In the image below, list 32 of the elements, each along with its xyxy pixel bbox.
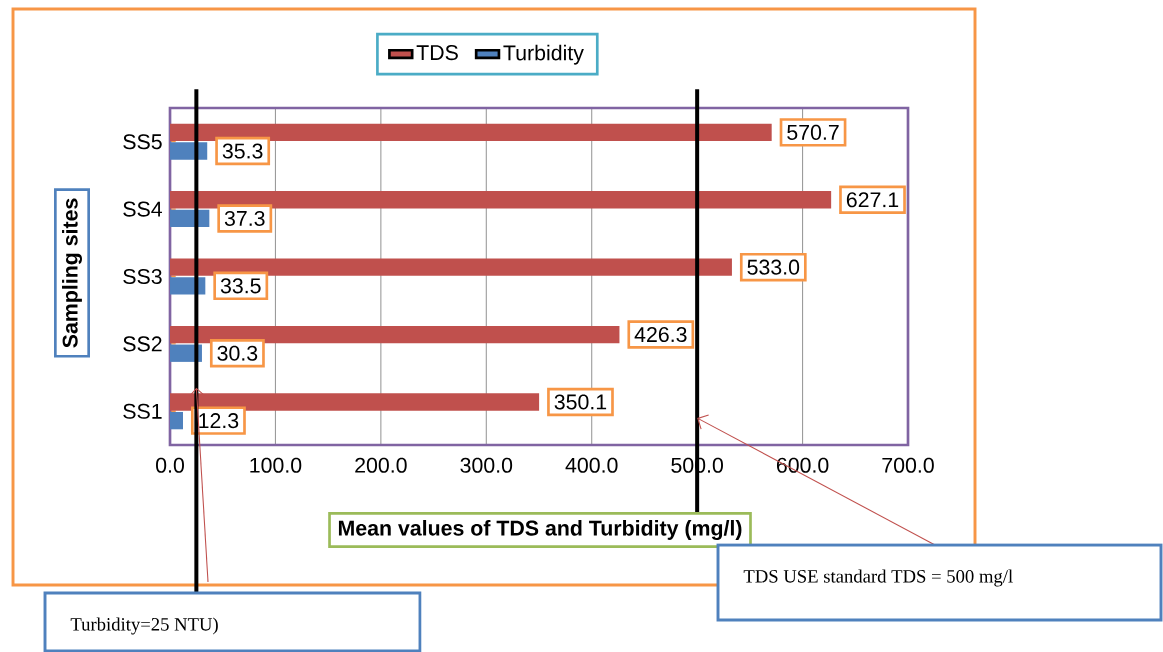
data-label: 426.3: [634, 327, 687, 343]
data-label: 570.7: [787, 124, 839, 140]
x-tick-label: 300.0: [460, 457, 513, 473]
x-tick-label: 100.0: [250, 457, 302, 473]
data-label: 30.3: [217, 345, 258, 361]
legend-label: Turbidity: [503, 44, 584, 65]
y-tick-label: SS1: [123, 403, 162, 419]
data-label: 37.3: [224, 210, 265, 226]
bar: [170, 191, 832, 209]
y-tick-label: SS3: [123, 268, 162, 285]
bar: [170, 325, 620, 344]
y-axis-title: Sampling sites: [62, 198, 82, 348]
data-label: 533.0: [747, 259, 800, 275]
ref-line-label: TDS USE standard TDS = 500 mg/l: [743, 569, 1013, 587]
data-label: 627.1: [846, 192, 899, 208]
x-axis-title: Mean values of TDS and Turbidity (mg/l): [338, 520, 742, 540]
data-label: 12.3: [199, 413, 239, 429]
y-tick-label: SS4: [123, 201, 162, 217]
x-tick-label: 0.0: [156, 457, 184, 473]
data-label: 33.5: [220, 278, 261, 294]
data-label: 35.3: [222, 143, 263, 159]
bar: [170, 411, 183, 430]
y-tick-label: SS2: [123, 336, 162, 352]
x-tick-label: 700.0: [882, 457, 934, 473]
bar: [170, 123, 772, 142]
bar: [170, 258, 732, 276]
x-tick-label: 200.0: [355, 457, 407, 473]
y-tick-label: SS5: [123, 134, 162, 150]
x-tick-label: 400.0: [565, 457, 618, 473]
ref-line-label: Turbidity=25 NTU): [70, 617, 218, 635]
data-label: 350.1: [554, 394, 607, 410]
legend-label: TDS: [416, 45, 458, 61]
